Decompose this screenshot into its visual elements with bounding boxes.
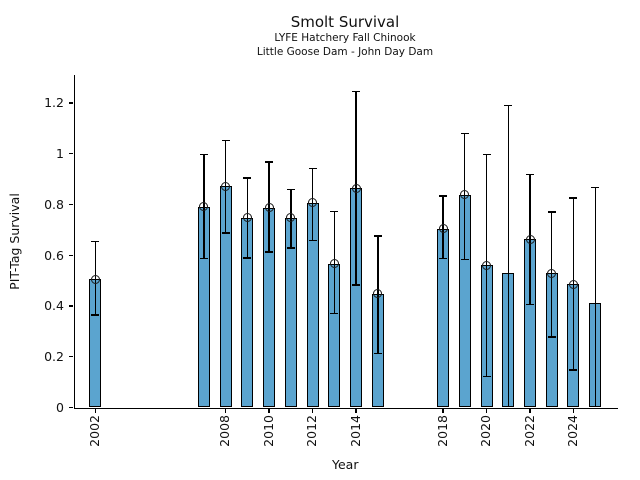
point-marker [460,190,470,200]
error-cap-top [439,195,448,197]
x-tick [355,408,357,413]
error-cap-top [352,90,361,92]
error-cap-top [243,177,252,179]
error-cap-bottom [221,232,230,234]
error-cap-top [330,210,339,212]
x-tick [224,408,227,413]
error-cap-bottom [265,251,274,253]
error-cap-top [569,197,578,199]
x-tick-label: 2018 [434,415,450,447]
x-tick [572,408,575,413]
chart-subtitle-2: Little Goose Dam - John Day Dam [256,46,434,58]
error-cap-bottom [482,375,491,377]
point-marker [286,213,296,223]
x-tick-label: 2022 [521,415,537,447]
y-tick [69,305,74,307]
y-tick-label: 1 [56,146,64,162]
error-cap-top [482,153,491,156]
y-axis-label: PIT-Tag Survival [7,193,22,290]
error-cap-bottom [243,257,252,259]
x-tick [485,408,488,413]
error-cap-top [91,241,100,243]
y-tick [69,406,74,409]
x-tick [529,408,531,413]
error-cap-bottom [547,336,556,338]
point-marker [568,279,578,289]
point-marker [351,183,361,193]
y-tick [69,254,74,256]
x-tick-label: 2014 [347,415,363,447]
error-cap-bottom [330,312,339,315]
error-cap-top [199,153,208,156]
y-tick-label: 0.2 [44,349,64,365]
error-cap-top [504,104,513,106]
point-marker [90,274,100,284]
error-cap-top [221,139,230,141]
point-marker [242,213,252,223]
error-cap-bottom [569,369,578,371]
error-cap-top [265,161,274,163]
error-cap-bottom [308,240,317,242]
error-whisker [507,105,509,408]
title-block: Smolt Survival LYFE Hatchery Fall Chinoo… [73,13,617,59]
error-cap-top [308,167,317,170]
error-cap-top [460,132,469,135]
point-marker [221,181,231,191]
error-cap-top [286,188,295,191]
x-tick-label: 2002 [86,415,102,447]
point-marker [438,224,448,234]
x-tick [94,408,96,413]
chart-title: Smolt Survival [290,13,400,31]
error-cap-top [591,186,600,189]
error-cap-bottom [199,257,208,260]
y-tick-label: 0 [56,400,64,415]
x-tick-label: 2010 [260,415,276,447]
error-cap-bottom [91,314,100,316]
error-cap-top [373,235,382,237]
x-tick-label: 2024 [564,415,580,447]
point-marker [482,260,492,270]
error-cap-bottom [286,247,295,249]
error-cap-bottom [526,303,534,306]
error-whisker [594,187,596,408]
x-tick-label: 2012 [304,415,320,447]
chart-subtitle-1: LYFE Hatchery Fall Chinook [274,32,416,44]
y-tick [69,203,74,206]
x-axis-label: Year [332,457,359,472]
error-cap-bottom [439,257,448,260]
point-marker [547,268,557,278]
y-tick-label: 0.4 [44,298,64,314]
point-marker [308,198,318,208]
y-tick [69,356,74,358]
error-cap-bottom [373,352,382,355]
error-cap-top [526,173,534,176]
point-marker [329,259,339,269]
x-tick [442,408,444,413]
x-tick [268,408,270,413]
y-tick [69,102,74,104]
point-marker [264,203,274,212]
error-cap-bottom [460,258,469,260]
plot-area: 0 0.2 0.4 0.6 0.8 1 1.2 [44,75,618,415]
x-tick-label: 2008 [217,415,233,447]
error-cap-top [547,211,556,213]
y-tick-label: 0.8 [44,196,64,212]
point-marker [525,234,535,244]
y-tick-label: 0.6 [44,247,64,263]
x-tick-label: 2020 [478,415,494,447]
x-tick [311,408,314,413]
y-tick-label: 1.2 [44,95,64,111]
y-tick [69,153,74,155]
point-marker [373,289,383,299]
error-cap-bottom [352,284,361,286]
